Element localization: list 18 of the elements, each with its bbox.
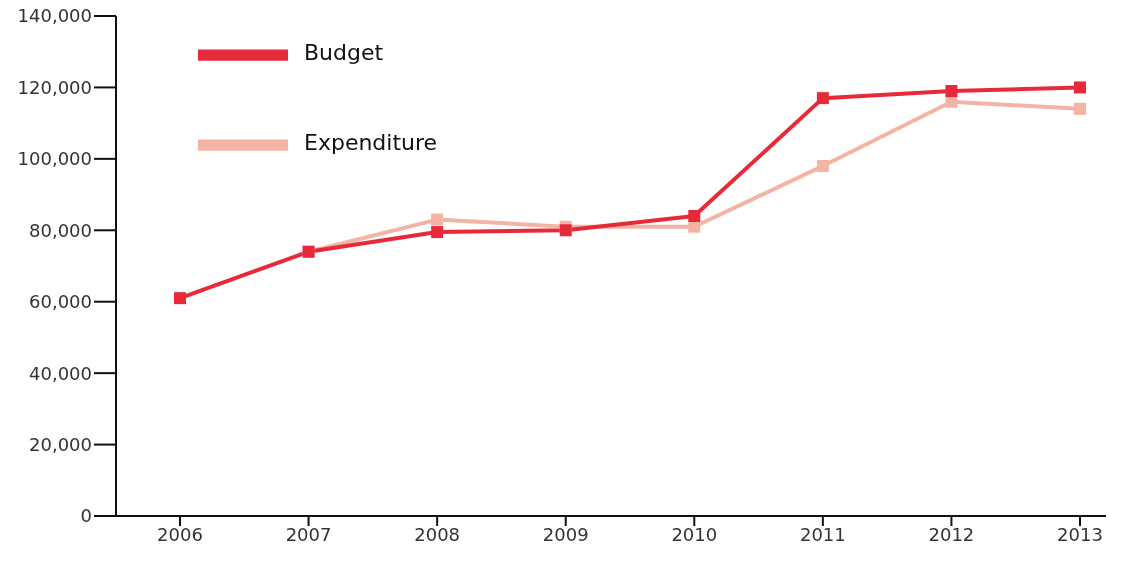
y-tick-label: 100,000 xyxy=(17,148,92,170)
y-tick-label: 80,000 xyxy=(29,219,92,241)
x-tick-label: 2009 xyxy=(542,523,589,545)
y-tick-label: 60,000 xyxy=(29,291,92,313)
x-tick-label: 2013 xyxy=(1057,523,1103,545)
y-tick-label: 140,000 xyxy=(17,5,92,27)
y-tick-label: 120,000 xyxy=(17,76,92,98)
x-tick-label: 2008 xyxy=(414,523,461,545)
x-tick-label: 2012 xyxy=(928,523,975,545)
legend-label: Expenditure xyxy=(304,129,438,155)
y-tick-label: 0 xyxy=(80,505,92,527)
legend-label: Budget xyxy=(304,39,384,65)
x-tick-label: 2006 xyxy=(157,523,203,545)
y-tick-label: 40,000 xyxy=(29,362,92,384)
y-tick-label: 20,000 xyxy=(29,433,92,455)
x-tick-label: 2007 xyxy=(285,523,332,545)
x-tick-label: 2010 xyxy=(671,523,718,545)
x-tick-label: 2011 xyxy=(799,523,846,545)
